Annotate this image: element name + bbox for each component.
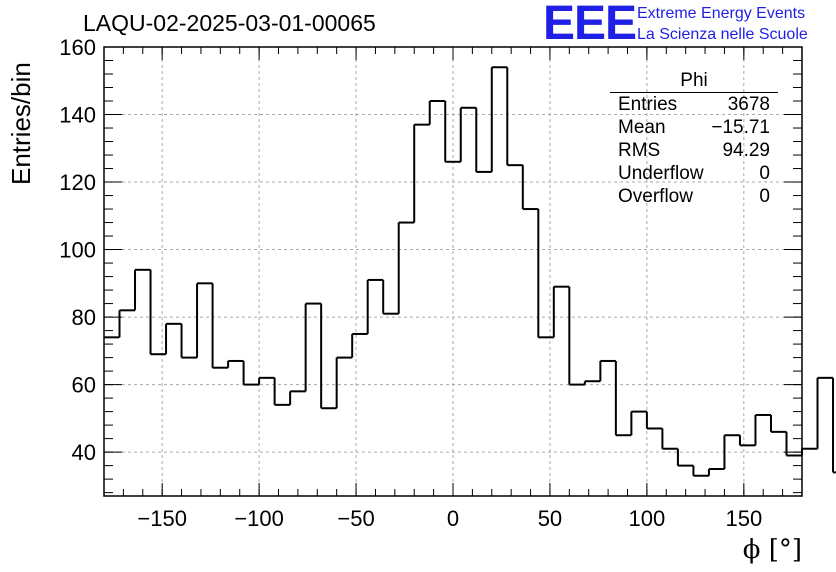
eee-logo-mark: EEE: [543, 0, 637, 50]
stats-value: 0: [759, 186, 770, 207]
plot-frame: [103, 46, 803, 497]
logo-line-2: La Scienza nelle Scuole: [637, 26, 808, 43]
y-tick-label: 120: [59, 170, 96, 195]
x-tick-label: 0: [447, 506, 459, 531]
stats-value: 0: [759, 163, 770, 184]
stats-label: Entries: [618, 94, 678, 115]
eee-logo: EEE Extreme Energy Events La Scienza nel…: [543, 0, 833, 50]
stats-label: Mean: [618, 117, 666, 138]
x-tick-label: −150: [137, 506, 187, 531]
stats-row-entries: Entries 3678: [610, 93, 778, 116]
x-axis-label: ϕ [°]: [742, 535, 802, 565]
stats-row-overflow: Overflow 0: [610, 185, 778, 208]
tick-labels: −150 −100 −50 0 50 100 150 40 60 80 100 120 140 160: [59, 35, 762, 531]
x-tick-label: 50: [538, 506, 562, 531]
x-tick-label: −50: [337, 506, 374, 531]
stats-title: Phi: [610, 70, 778, 93]
logo-line-1: Extreme Energy Events: [637, 5, 806, 22]
x-tick-label: −100: [234, 506, 284, 531]
x-tick-label: 100: [629, 506, 666, 531]
y-tick-label: 60: [72, 373, 96, 398]
stats-box: Phi Entries 3678 Mean −15.71 RMS 94.29 U…: [610, 70, 778, 208]
stats-label: RMS: [618, 140, 661, 161]
y-axis-label: Entries/bin: [6, 62, 36, 185]
y-tick-label: 40: [72, 440, 96, 465]
x-tick-label: 150: [725, 506, 762, 531]
stats-row-underflow: Underflow 0: [610, 162, 778, 185]
y-tick-label: 100: [59, 238, 96, 263]
y-tick-label: 80: [72, 305, 96, 330]
y-tick-label: 160: [59, 35, 96, 60]
run-title: LAQU-02-2025-03-01-00065: [83, 10, 376, 36]
stats-row-mean: Mean −15.71: [610, 116, 778, 139]
y-tick-label: 140: [59, 103, 96, 128]
histogram-series: [104, 66, 836, 477]
stats-value: −15.71: [711, 117, 770, 138]
stats-value: 3678: [727, 94, 770, 115]
stats-value: 94.29: [722, 140, 770, 161]
stats-label: Underflow: [618, 163, 704, 184]
stats-row-rms: RMS 94.29: [610, 139, 778, 162]
stats-label: Overflow: [618, 186, 693, 207]
